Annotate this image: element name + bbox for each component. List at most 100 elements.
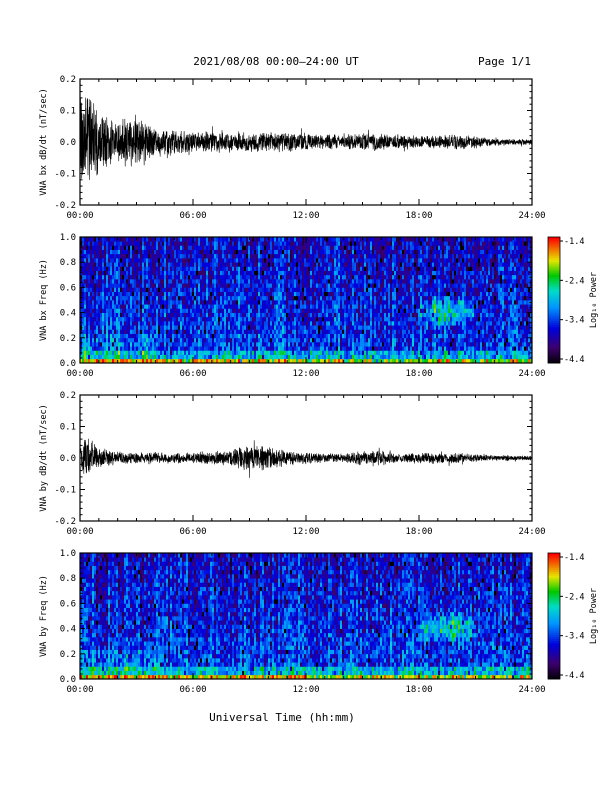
spectrogram-cell xyxy=(178,346,181,351)
spectrogram-cell xyxy=(256,358,259,364)
spectrogram-cell xyxy=(228,304,231,309)
spectrogram-cell xyxy=(364,312,367,318)
spectrogram-cell xyxy=(144,287,147,292)
spectrogram-cell xyxy=(362,295,365,301)
spectrogram-cell xyxy=(158,249,161,255)
spectrogram-cell xyxy=(240,283,243,288)
spectrogram-cell xyxy=(102,266,105,271)
spectrogram-cell xyxy=(344,266,347,271)
spectrogram-cell xyxy=(142,358,145,364)
spectrogram-cell xyxy=(118,241,121,246)
spectrogram-cell xyxy=(158,346,161,351)
spectrogram-cell xyxy=(340,258,343,263)
spectrogram-cell xyxy=(270,304,273,309)
spectrogram-cell xyxy=(256,249,259,255)
spectrogram-cell xyxy=(364,237,367,242)
spectrogram-cell xyxy=(364,245,367,250)
spectrogram-cell xyxy=(144,321,147,326)
spectrogram-cell xyxy=(326,270,329,276)
spectrogram-cell xyxy=(192,333,195,339)
spectrogram-cell xyxy=(234,300,237,305)
spectrogram-cell xyxy=(390,358,393,364)
spectrogram-cell xyxy=(206,325,209,330)
spectrogram-cell xyxy=(370,253,373,259)
spectrogram-cell xyxy=(164,329,167,334)
spectrogram-cell xyxy=(232,346,235,351)
spectrogram-cell xyxy=(274,358,277,364)
spectrogram-cell xyxy=(162,358,165,364)
spectrogram-cell xyxy=(296,241,299,246)
spectrogram-cell xyxy=(98,274,101,280)
spectrogram-cell xyxy=(150,329,153,334)
spectrogram-cell xyxy=(174,346,177,351)
spectrogram-cell xyxy=(370,287,373,292)
spectrogram-cell xyxy=(110,237,113,242)
spectrogram-cell xyxy=(336,350,339,355)
spectrogram-cell xyxy=(388,266,391,271)
spectrogram-cell xyxy=(242,295,245,301)
spectrogram-cell xyxy=(216,321,219,326)
spectrogram-cell xyxy=(108,350,111,355)
spectrogram-cell xyxy=(100,350,103,355)
spectrogram-cell xyxy=(338,241,341,246)
spectrogram-cell xyxy=(116,266,119,271)
spectrogram-cell xyxy=(194,300,197,305)
spectrogram-cell xyxy=(190,295,193,301)
spectrogram-cell xyxy=(92,325,95,330)
spectrogram-cell xyxy=(326,312,329,318)
spectrogram-cell xyxy=(208,262,211,267)
spectrogram-cell xyxy=(386,283,389,288)
spectrogram-cell xyxy=(132,287,135,292)
spectrogram-cell xyxy=(370,342,373,347)
spectrogram-cell xyxy=(256,321,259,326)
spectrogram-cell xyxy=(96,308,99,313)
spectrogram-cell xyxy=(190,346,193,351)
spectrogram-cell xyxy=(164,325,167,330)
spectrogram-cell xyxy=(326,266,329,271)
spectrogram-cell xyxy=(370,308,373,313)
spectrogram-cell xyxy=(304,249,307,255)
spectrogram-cell xyxy=(328,295,331,301)
spectrogram-cell xyxy=(214,262,217,267)
spectrogram-cell xyxy=(260,270,263,276)
spectrogram-cell xyxy=(224,245,227,250)
spectrogram-cell xyxy=(330,300,333,305)
spectrogram-cell xyxy=(206,329,209,334)
spectrogram-cell xyxy=(302,337,305,343)
spectrogram-cell xyxy=(298,333,301,339)
spectrogram-cell xyxy=(208,274,211,280)
spectrogram-cell xyxy=(394,308,397,313)
spectrogram-cell xyxy=(308,270,311,276)
spectrogram-cell xyxy=(224,291,227,297)
spectrogram-cell xyxy=(294,291,297,297)
spectrogram-cell xyxy=(144,329,147,334)
spectrogram-cell xyxy=(288,308,291,313)
spectrogram-cell xyxy=(228,237,231,242)
spectrogram-cell xyxy=(304,346,307,351)
spectrogram-cell xyxy=(376,342,379,347)
spectrogram-cell xyxy=(238,266,241,271)
spectrogram-cell xyxy=(104,270,107,276)
spectrogram-cell xyxy=(216,337,219,343)
spectrogram-cell xyxy=(232,350,235,355)
spectrogram-cell xyxy=(400,241,403,246)
spectrogram-cell xyxy=(328,237,331,242)
spectrogram-cell xyxy=(198,287,201,292)
spectrogram-cell xyxy=(152,295,155,301)
spectrogram-cell xyxy=(306,316,309,322)
spectrogram-cell xyxy=(246,245,249,250)
spectrogram-cell xyxy=(194,312,197,318)
spectrogram-cell xyxy=(298,283,301,288)
spectrogram-cell xyxy=(138,291,141,297)
spectrogram-cell xyxy=(360,350,363,355)
spectrogram-cell xyxy=(118,266,121,271)
spectrogram-cell xyxy=(302,245,305,250)
spectrogram-cell xyxy=(358,358,361,364)
spectrogram-cell xyxy=(270,316,273,322)
spectrogram-cell xyxy=(100,342,103,347)
spectrogram-cell xyxy=(398,287,401,292)
spectrogram-cell xyxy=(278,337,281,343)
spectrogram-cell xyxy=(200,358,203,364)
spectrogram-cell xyxy=(98,312,101,318)
spectrogram-cell xyxy=(184,270,187,276)
